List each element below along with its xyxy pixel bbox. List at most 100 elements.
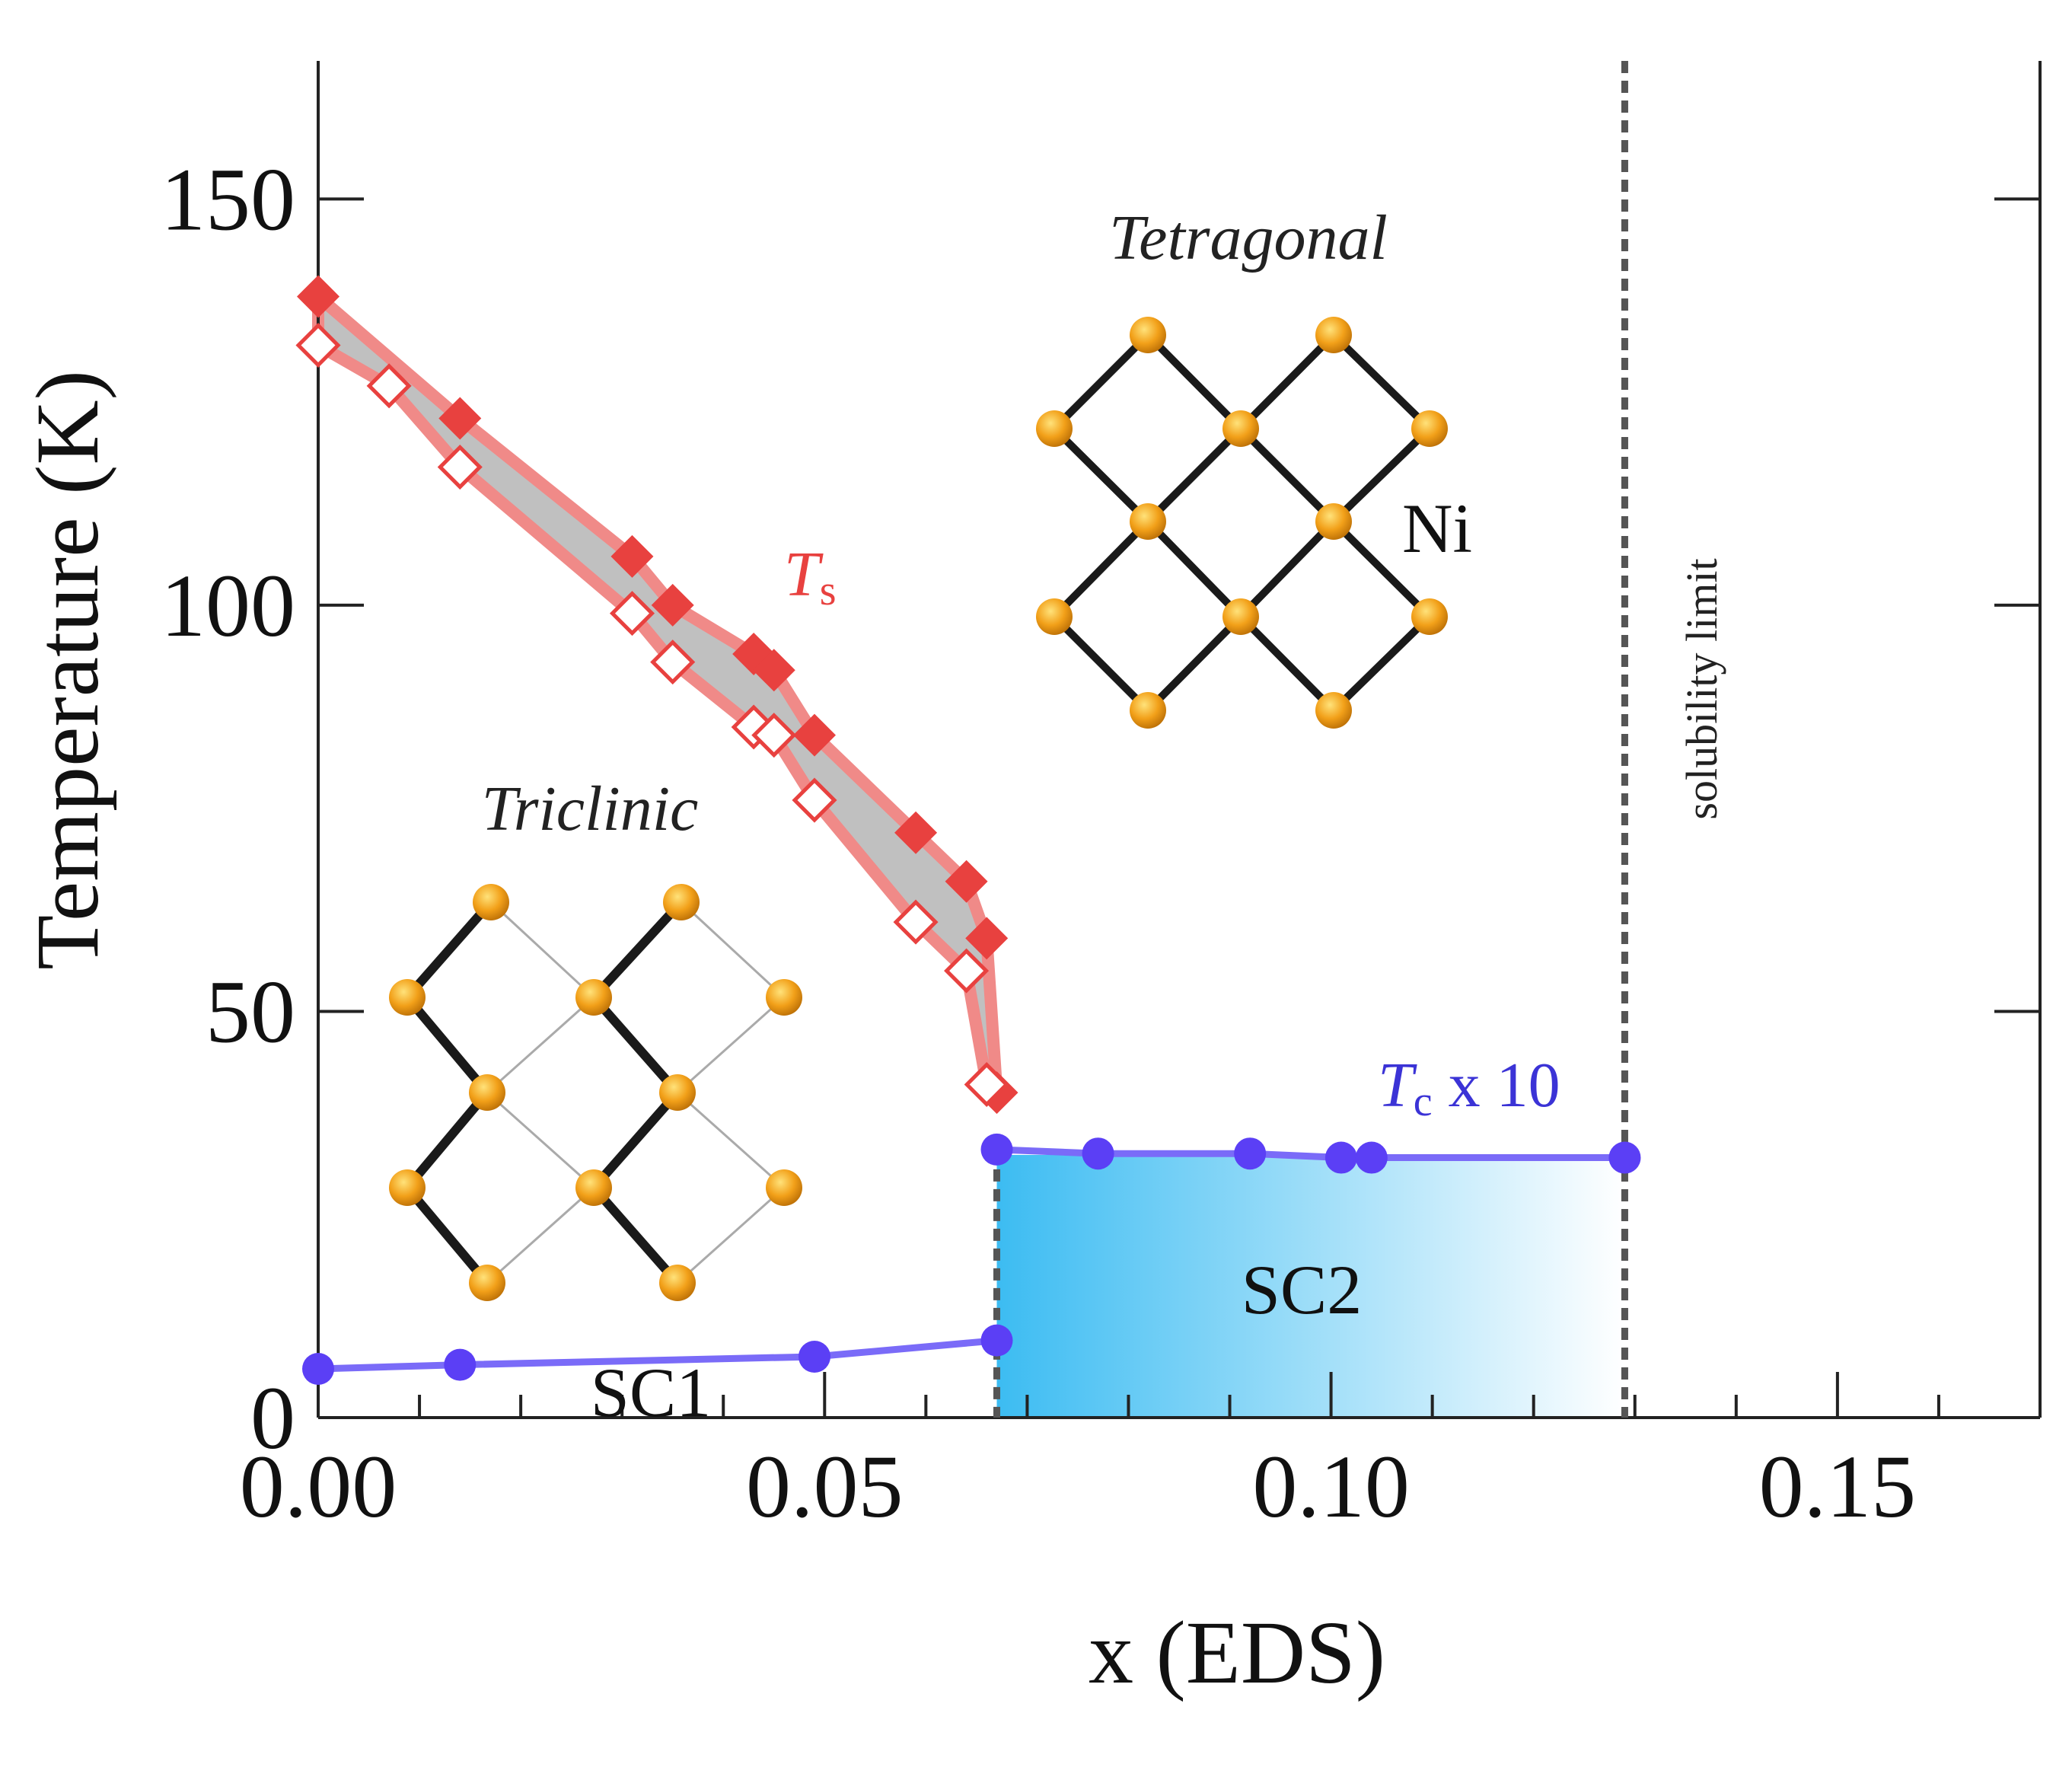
lattice-bond (486, 996, 595, 1094)
sc2-region-fill (996, 1154, 1625, 1418)
lattice-bond (1144, 613, 1245, 714)
lattice-bond (1237, 518, 1337, 620)
ts-open-point (751, 713, 797, 758)
y-axis-title: Temperature (K) (18, 370, 117, 970)
ts-filled-point (438, 397, 482, 440)
ni-atom (575, 1169, 612, 1206)
ni-atom (659, 1265, 696, 1301)
ni-atom (1222, 410, 1259, 447)
y-tick-label: 150 (161, 149, 295, 249)
tc-point (1234, 1137, 1267, 1170)
lattice-bond (486, 1091, 595, 1189)
ni-atom (1315, 692, 1352, 729)
tc-label-tail: x 10 (1433, 1050, 1560, 1121)
y-tick-label: 50 (206, 962, 295, 1061)
lattice-bond (1050, 425, 1152, 525)
ts-series-label: Ts (784, 539, 837, 614)
ts-label-main: T (784, 539, 824, 610)
y-tick-label: 100 (161, 556, 295, 656)
ts-open-point (609, 591, 655, 636)
lattice-bond (1237, 613, 1337, 714)
ts-filled-point (651, 583, 694, 627)
ni-label: Ni (1402, 490, 1472, 567)
tc-point (302, 1352, 334, 1385)
ts-filled-point (297, 275, 339, 318)
lattice-bond (403, 993, 492, 1097)
lattice-bond (1237, 331, 1337, 432)
tc-point (1608, 1141, 1641, 1174)
ts-filled-point (792, 713, 836, 757)
lattice-bond (676, 996, 786, 1094)
tc-point (798, 1340, 830, 1373)
lattice-bond (403, 1088, 492, 1192)
lattice-bond (403, 898, 496, 1002)
tetragonal-label: Tetragonal (1109, 203, 1388, 273)
ni-atom (1315, 317, 1352, 353)
ts-open-point (792, 777, 837, 823)
ni-atom (766, 1169, 802, 1206)
ts-open-point (295, 322, 341, 368)
solubility-limit-label: solubility limit (1677, 558, 1726, 819)
ni-atom (1130, 503, 1166, 540)
tc-point (1355, 1141, 1388, 1174)
ni-atom (1036, 410, 1073, 447)
ts-filled-point (610, 534, 654, 578)
ts-open-point (893, 899, 939, 945)
lattice-bond (1330, 425, 1433, 525)
ts-filled-point (945, 860, 988, 903)
ni-atom (1130, 317, 1166, 353)
lattice-bond (1330, 518, 1433, 620)
tetragonal-lattice-icon (1036, 317, 1448, 729)
lattice-bond (680, 901, 786, 999)
sc1-label: SC1 (591, 1354, 712, 1431)
x-tick-label: 0.10 (1252, 1437, 1410, 1536)
triclinic-lattice-icon (389, 884, 802, 1301)
x-tick-label: 0.05 (746, 1437, 904, 1536)
ni-atom (389, 1169, 426, 1206)
lattice-bond (589, 898, 686, 1002)
tc-series-label: Tc x 10 (1378, 1050, 1560, 1125)
ni-atom (1315, 503, 1352, 540)
ni-atom (1411, 410, 1448, 447)
lattice-bond (486, 1186, 595, 1284)
lattice-bond (1050, 613, 1152, 714)
ticks-layer: 0 50 100 150 0.00 0.05 0.10 0.15 (161, 149, 2040, 1536)
ni-atom (1411, 598, 1448, 635)
tc-label-sub: c (1414, 1078, 1433, 1125)
lattice-bond (1144, 331, 1245, 432)
ts-open-point (437, 444, 483, 490)
lattice-bond (676, 1186, 786, 1284)
tc-series-line (317, 1337, 997, 1373)
triclinic-label: Triclinic (482, 774, 699, 844)
tc-point (444, 1348, 477, 1381)
lattice-bond (1050, 518, 1152, 620)
ni-atom (469, 1074, 505, 1111)
ts-open-point (944, 948, 990, 994)
lattice-bond (1144, 518, 1245, 620)
lattice-bond (1330, 331, 1433, 432)
regions-layer (312, 290, 1625, 1418)
series-layer (295, 275, 1641, 1385)
ni-atom (1036, 598, 1073, 635)
lattice-bond (589, 993, 682, 1097)
x-tick-label: 0.15 (1759, 1437, 1917, 1536)
sc2-label: SC2 (1242, 1251, 1363, 1329)
y-tick-label: 0 (250, 1368, 295, 1468)
tc-label-main: T (1378, 1050, 1417, 1121)
ts-gray-band (312, 290, 1003, 1099)
lattice-bond (589, 1088, 682, 1192)
ts-open-point (964, 1061, 1009, 1108)
lattice-bond (489, 901, 595, 999)
ni-atom (659, 1074, 696, 1111)
lattice-bond (589, 1183, 682, 1287)
lattice-bond (1050, 331, 1152, 432)
ts-label-sub: s (820, 567, 837, 614)
ni-atom (575, 979, 612, 1016)
tc-point (1324, 1141, 1357, 1174)
tc-point (980, 1133, 1013, 1166)
lattice-bond (1144, 425, 1245, 525)
lattice-bond (403, 1183, 492, 1287)
tc-point (980, 1324, 1013, 1357)
ts-filled-point (894, 811, 938, 854)
